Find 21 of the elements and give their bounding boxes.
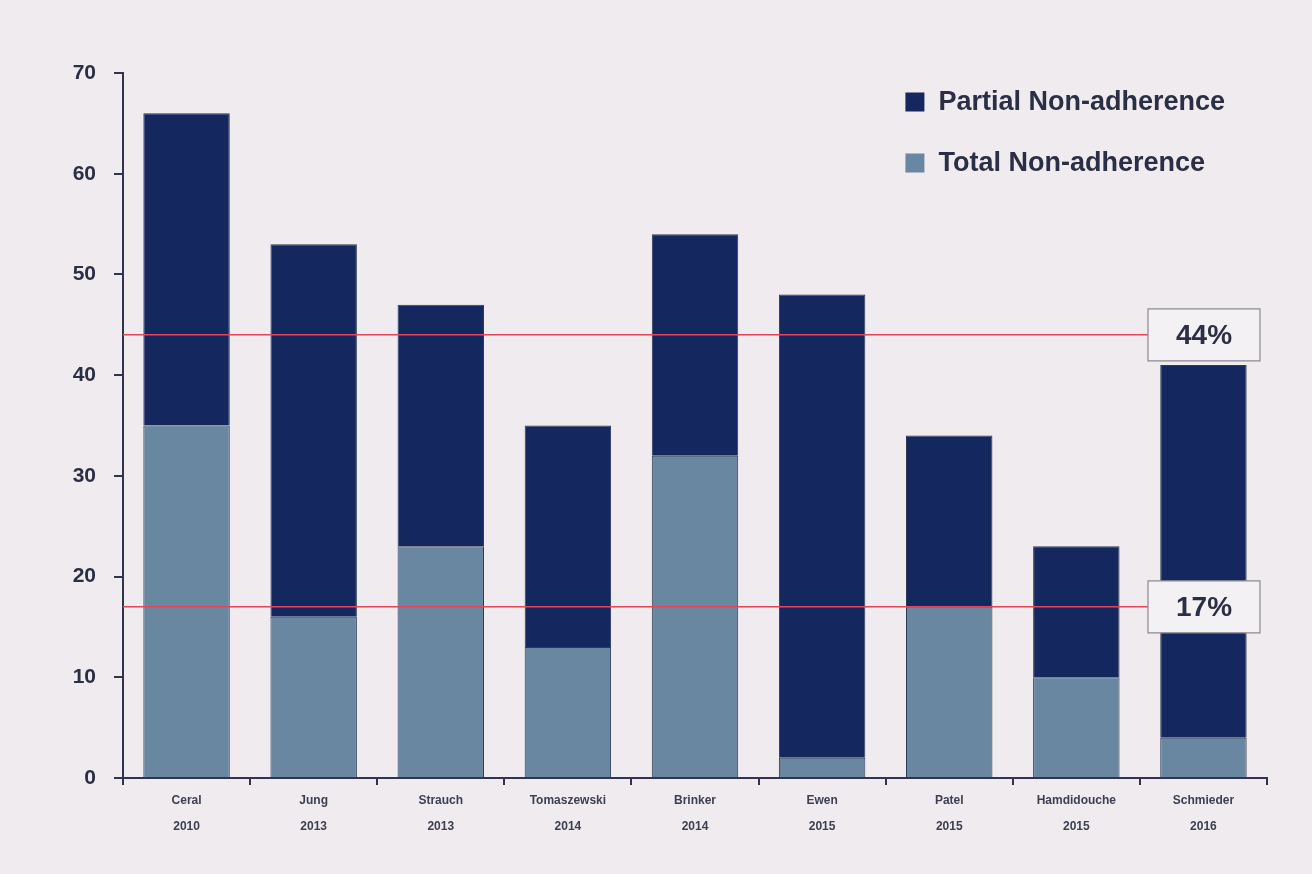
x-tick-label: Patel 2015: [934, 792, 964, 833]
x-tick-label: Jung 2013: [299, 792, 328, 833]
x-tick-label: Hamdidouche 2015: [1036, 792, 1117, 833]
y-tick-label: 40: [72, 361, 96, 385]
x-tick-label: Brinker 2014: [673, 792, 717, 833]
x-tick-label: Tomaszewski 2014: [529, 792, 607, 833]
y-tick-label: 20: [72, 563, 96, 587]
y-tick-label: 30: [72, 462, 96, 486]
legend-label: Total Non-adherence: [938, 147, 1205, 178]
ref-line-label: 44%: [1175, 318, 1233, 350]
x-tick-label: Strauch 2013: [418, 792, 464, 833]
x-tick-label: Ceral 2010: [171, 792, 202, 833]
x-tick-label: Ewen 2015: [806, 792, 838, 833]
y-tick-label: 60: [72, 160, 96, 184]
y-tick-label: 70: [72, 59, 96, 83]
legend-label: Partial Non-adherence: [938, 86, 1226, 117]
ref-line-label: 17%: [1175, 590, 1233, 622]
x-tick-label: Schmieder 2016: [1172, 792, 1235, 833]
y-tick-label: 50: [72, 261, 96, 285]
y-tick-label: 0: [84, 764, 96, 788]
y-tick-label: 10: [72, 664, 96, 688]
